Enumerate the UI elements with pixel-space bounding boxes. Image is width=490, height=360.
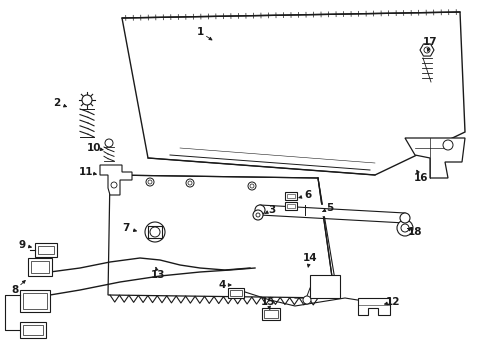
Polygon shape (100, 165, 132, 195)
Bar (230, 290, 242, 296)
Text: 9: 9 (19, 240, 25, 250)
Bar (285, 202, 297, 210)
Polygon shape (108, 175, 335, 298)
Bar (31, 261, 49, 273)
Bar (287, 204, 295, 208)
Circle shape (255, 205, 265, 215)
Bar (23, 293, 47, 309)
Polygon shape (358, 298, 390, 315)
Bar (20, 322, 46, 338)
Circle shape (82, 95, 92, 105)
Circle shape (397, 220, 413, 236)
Bar (20, 290, 50, 312)
Circle shape (111, 182, 117, 188)
Text: 6: 6 (304, 190, 312, 200)
Bar (28, 258, 52, 276)
Circle shape (443, 140, 453, 150)
Circle shape (250, 184, 254, 188)
Circle shape (424, 47, 430, 53)
Circle shape (248, 182, 256, 190)
Circle shape (253, 210, 263, 220)
Circle shape (150, 227, 160, 237)
Circle shape (145, 222, 165, 242)
Text: 1: 1 (196, 27, 204, 37)
Polygon shape (405, 138, 465, 178)
Text: 12: 12 (386, 297, 400, 307)
Circle shape (256, 213, 260, 217)
Bar (23, 325, 43, 335)
Bar (285, 192, 297, 200)
Polygon shape (310, 275, 340, 298)
Text: 10: 10 (87, 143, 101, 153)
Text: 2: 2 (53, 98, 61, 108)
Text: 7: 7 (122, 223, 130, 233)
Circle shape (148, 180, 152, 184)
Text: 11: 11 (79, 167, 93, 177)
Bar (148, 226, 162, 238)
Circle shape (303, 296, 311, 304)
Text: 14: 14 (303, 253, 318, 263)
Text: 13: 13 (151, 270, 165, 280)
Text: 8: 8 (11, 285, 19, 295)
Text: 17: 17 (423, 37, 437, 47)
Bar (262, 308, 280, 320)
Circle shape (186, 179, 194, 187)
Text: 16: 16 (414, 173, 428, 183)
Text: 4: 4 (219, 280, 226, 290)
Text: 3: 3 (269, 205, 275, 215)
Circle shape (401, 224, 409, 232)
Bar (264, 310, 278, 318)
Bar (228, 288, 244, 298)
Bar (38, 246, 54, 254)
Circle shape (400, 213, 410, 223)
Circle shape (146, 178, 154, 186)
Circle shape (105, 139, 113, 147)
Bar (35, 243, 57, 257)
Circle shape (188, 181, 192, 185)
Text: 5: 5 (326, 203, 334, 213)
Text: 15: 15 (261, 297, 275, 307)
Bar (287, 194, 295, 198)
Polygon shape (122, 12, 465, 175)
Polygon shape (420, 44, 434, 56)
Text: 18: 18 (408, 227, 422, 237)
